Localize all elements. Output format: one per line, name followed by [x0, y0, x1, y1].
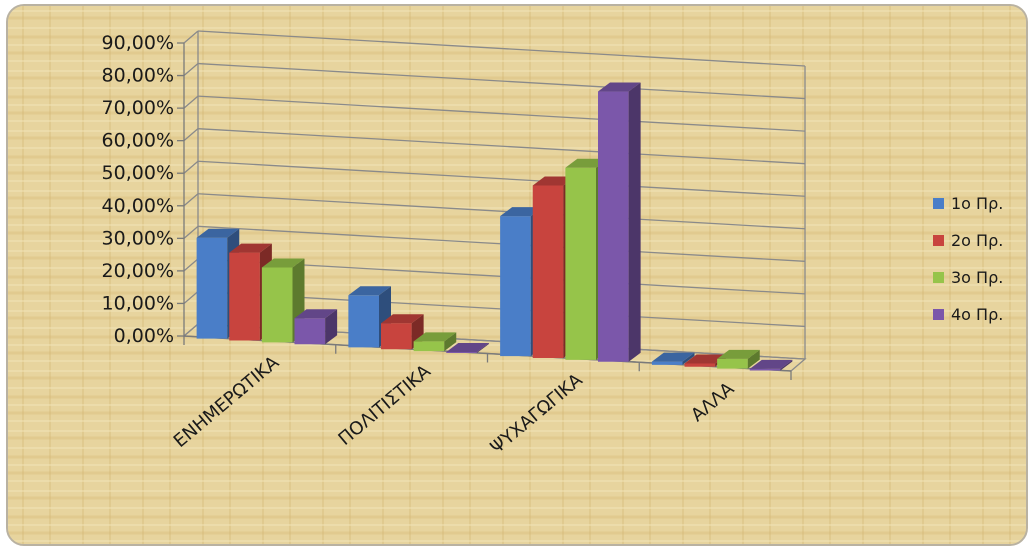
- side-gridline: [183, 30, 199, 44]
- y-tick-label: 90,00%: [102, 32, 174, 54]
- gridline: [197, 30, 806, 67]
- bar-front: [500, 216, 531, 357]
- bar-top: [500, 207, 543, 217]
- gridline: [197, 128, 806, 165]
- side-gridline: [183, 193, 199, 207]
- bar-front: [348, 295, 379, 348]
- bar-top: [380, 314, 424, 324]
- bar-front: [446, 352, 477, 354]
- y-tick-label: 10,00%: [102, 292, 174, 314]
- side-gridline: [183, 290, 199, 304]
- y-tick-label: 70,00%: [102, 97, 174, 119]
- bar-front: [651, 361, 683, 365]
- bar-side: [780, 359, 793, 371]
- bar-side: [476, 343, 489, 354]
- bar-top: [717, 349, 760, 359]
- y-tick-label: 20,00%: [102, 260, 174, 282]
- bar-top: [749, 359, 793, 369]
- y-tick-label: 40,00%: [102, 195, 174, 217]
- legend-label: 4ο Πρ.: [951, 305, 1003, 324]
- bar-front: [565, 167, 597, 360]
- bar-top: [413, 332, 457, 342]
- legend-label: 3ο Πρ.: [951, 268, 1003, 287]
- legend-item: 4ο Πρ.: [933, 305, 1003, 324]
- legend-item: 1ο Πρ.: [933, 194, 1003, 213]
- legend-swatch: [933, 272, 944, 283]
- bar: [749, 359, 793, 371]
- bar-top: [229, 243, 272, 253]
- bar-side: [682, 352, 695, 365]
- y-tick-label: 60,00%: [102, 130, 174, 152]
- bar-front: [294, 318, 326, 345]
- bar: [651, 352, 695, 365]
- bar-side: [325, 309, 338, 345]
- bar-top: [684, 354, 728, 364]
- bar: [294, 309, 338, 345]
- y-tick-label: 30,00%: [102, 227, 174, 249]
- side-gridline: [183, 128, 199, 142]
- gridline: [197, 193, 806, 230]
- bar-chart: 0,00% 10,00% 20,00% 30,00% 40,00% 50,00% 60,00…: [8, 6, 1026, 544]
- legend-label: 2ο Πρ.: [951, 231, 1003, 250]
- bar-top: [565, 158, 609, 168]
- legend-item: 2ο Πρ.: [933, 231, 1003, 250]
- side-gridline: [183, 95, 199, 109]
- bar-front: [261, 267, 293, 343]
- bar-front: [413, 341, 445, 352]
- legend-label: 1ο Πρ.: [951, 194, 1003, 213]
- legend-swatch: [933, 309, 944, 320]
- side-gridline: [183, 258, 199, 272]
- bar: [380, 314, 424, 350]
- bar-side: [444, 332, 457, 352]
- bar-front: [717, 358, 748, 369]
- bar-front: [749, 368, 781, 371]
- bar-top: [651, 352, 695, 362]
- side-gridline: [183, 160, 199, 174]
- bar-top: [446, 343, 489, 353]
- bar-front: [196, 237, 228, 339]
- bar-top: [598, 82, 641, 92]
- bar-top: [261, 258, 305, 268]
- bar-front: [598, 91, 629, 362]
- gridline: [197, 95, 806, 132]
- gridline: [197, 160, 806, 197]
- gridline: [197, 62, 806, 100]
- y-tick-label: 0,00%: [114, 325, 174, 347]
- legend-swatch: [933, 198, 944, 209]
- bar: [413, 332, 457, 352]
- bar-top: [196, 228, 240, 238]
- bar-top: [348, 286, 391, 296]
- bar: [446, 343, 489, 354]
- bar-front: [380, 323, 412, 350]
- bar-side: [747, 349, 760, 369]
- side-gridline: [183, 63, 199, 77]
- bar: [717, 349, 760, 369]
- bar-front: [229, 252, 260, 341]
- bar-front: [532, 185, 564, 358]
- y-tick-label: 80,00%: [102, 65, 174, 87]
- legend-item: 3ο Πρ.: [933, 268, 1003, 287]
- y-tick-label: 50,00%: [102, 162, 174, 184]
- bar: [598, 82, 641, 362]
- legend-swatch: [933, 235, 944, 246]
- bar-side: [628, 82, 641, 362]
- side-gridline: [183, 225, 199, 239]
- bar-top: [532, 176, 576, 186]
- chart-frame: 0,00% 10,00% 20,00% 30,00% 40,00% 50,00% 60,00…: [6, 4, 1028, 546]
- bar-top: [294, 309, 338, 319]
- bar-front: [684, 363, 716, 367]
